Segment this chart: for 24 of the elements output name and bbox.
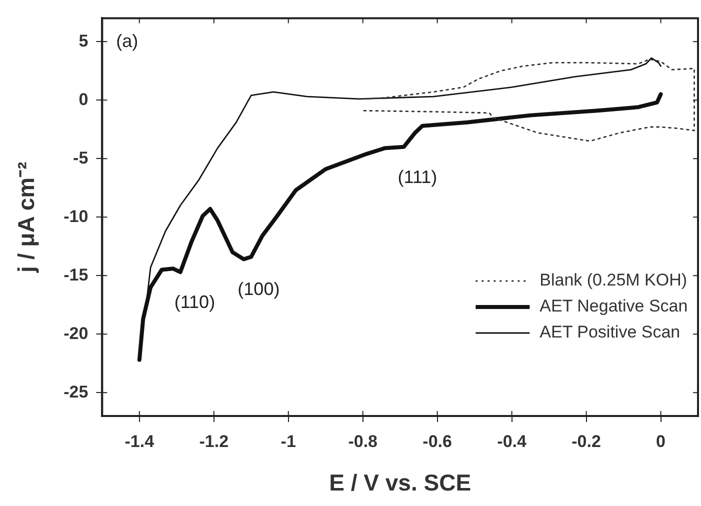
x-tick-label: -0.4	[497, 432, 527, 451]
y-tick-label: 0	[78, 90, 88, 109]
x-tick-label: -0.2	[572, 432, 601, 451]
legend-label: AET Positive Scan	[540, 322, 680, 342]
x-tick-label: -0.6	[422, 432, 452, 451]
y-tick-label: -15	[64, 265, 88, 284]
y-tick-label: -25	[64, 382, 88, 402]
x-tick-label: -1.2	[199, 432, 229, 451]
legend-label: AET Negative Scan	[540, 296, 688, 316]
legend-label: Blank (0.25M KOH)	[540, 270, 688, 290]
x-tick-label: -1.4	[124, 432, 155, 451]
y-tick-label: 5	[78, 31, 88, 50]
x-tick-label: -0.8	[348, 432, 378, 451]
annotation: (111)	[398, 166, 438, 187]
x-tick-label: 0	[656, 432, 666, 451]
y-tick-label: -5	[73, 148, 88, 168]
annotation: (100)	[238, 279, 280, 300]
annotation: (110)	[174, 292, 216, 312]
x-axis-title: E / V vs. SCE	[329, 470, 472, 496]
x-tick-label: -1	[280, 432, 296, 451]
annotation: (a)	[116, 31, 138, 52]
y-tick-label: -10	[64, 206, 88, 226]
y-axis-title: j / μA cm⁻²	[13, 161, 40, 274]
y-tick-label: -20	[64, 324, 88, 343]
